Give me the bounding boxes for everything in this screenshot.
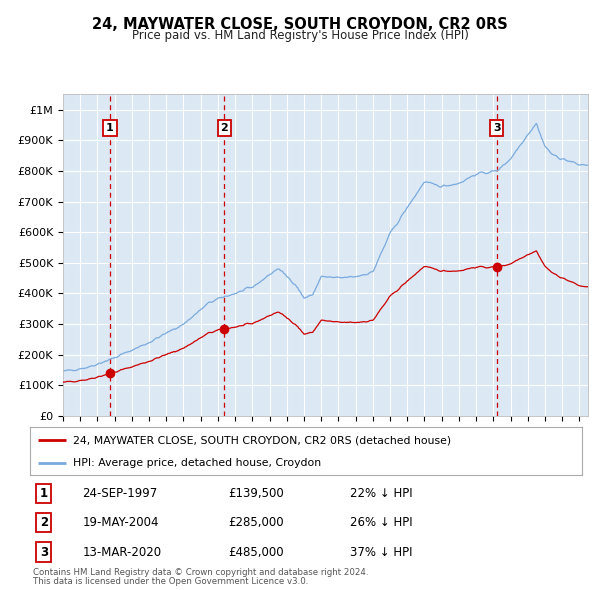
Text: Price paid vs. HM Land Registry's House Price Index (HPI): Price paid vs. HM Land Registry's House … bbox=[131, 30, 469, 42]
Text: £139,500: £139,500 bbox=[229, 487, 284, 500]
Text: 1: 1 bbox=[40, 487, 48, 500]
Text: 2: 2 bbox=[40, 516, 48, 529]
Text: HPI: Average price, detached house, Croydon: HPI: Average price, detached house, Croy… bbox=[73, 458, 321, 468]
Text: 3: 3 bbox=[493, 123, 500, 133]
Text: 22% ↓ HPI: 22% ↓ HPI bbox=[350, 487, 413, 500]
Text: 19-MAY-2004: 19-MAY-2004 bbox=[82, 516, 159, 529]
Text: 26% ↓ HPI: 26% ↓ HPI bbox=[350, 516, 413, 529]
Text: 3: 3 bbox=[40, 546, 48, 559]
Text: £485,000: £485,000 bbox=[229, 546, 284, 559]
Text: 1: 1 bbox=[106, 123, 114, 133]
Text: 13-MAR-2020: 13-MAR-2020 bbox=[82, 546, 161, 559]
Text: 2: 2 bbox=[221, 123, 229, 133]
Text: Contains HM Land Registry data © Crown copyright and database right 2024.: Contains HM Land Registry data © Crown c… bbox=[33, 568, 368, 576]
Text: 37% ↓ HPI: 37% ↓ HPI bbox=[350, 546, 413, 559]
Text: This data is licensed under the Open Government Licence v3.0.: This data is licensed under the Open Gov… bbox=[33, 577, 308, 586]
Text: £285,000: £285,000 bbox=[229, 516, 284, 529]
Text: 24, MAYWATER CLOSE, SOUTH CROYDON, CR2 0RS: 24, MAYWATER CLOSE, SOUTH CROYDON, CR2 0… bbox=[92, 17, 508, 31]
Text: 24-SEP-1997: 24-SEP-1997 bbox=[82, 487, 158, 500]
Text: 24, MAYWATER CLOSE, SOUTH CROYDON, CR2 0RS (detached house): 24, MAYWATER CLOSE, SOUTH CROYDON, CR2 0… bbox=[73, 435, 451, 445]
